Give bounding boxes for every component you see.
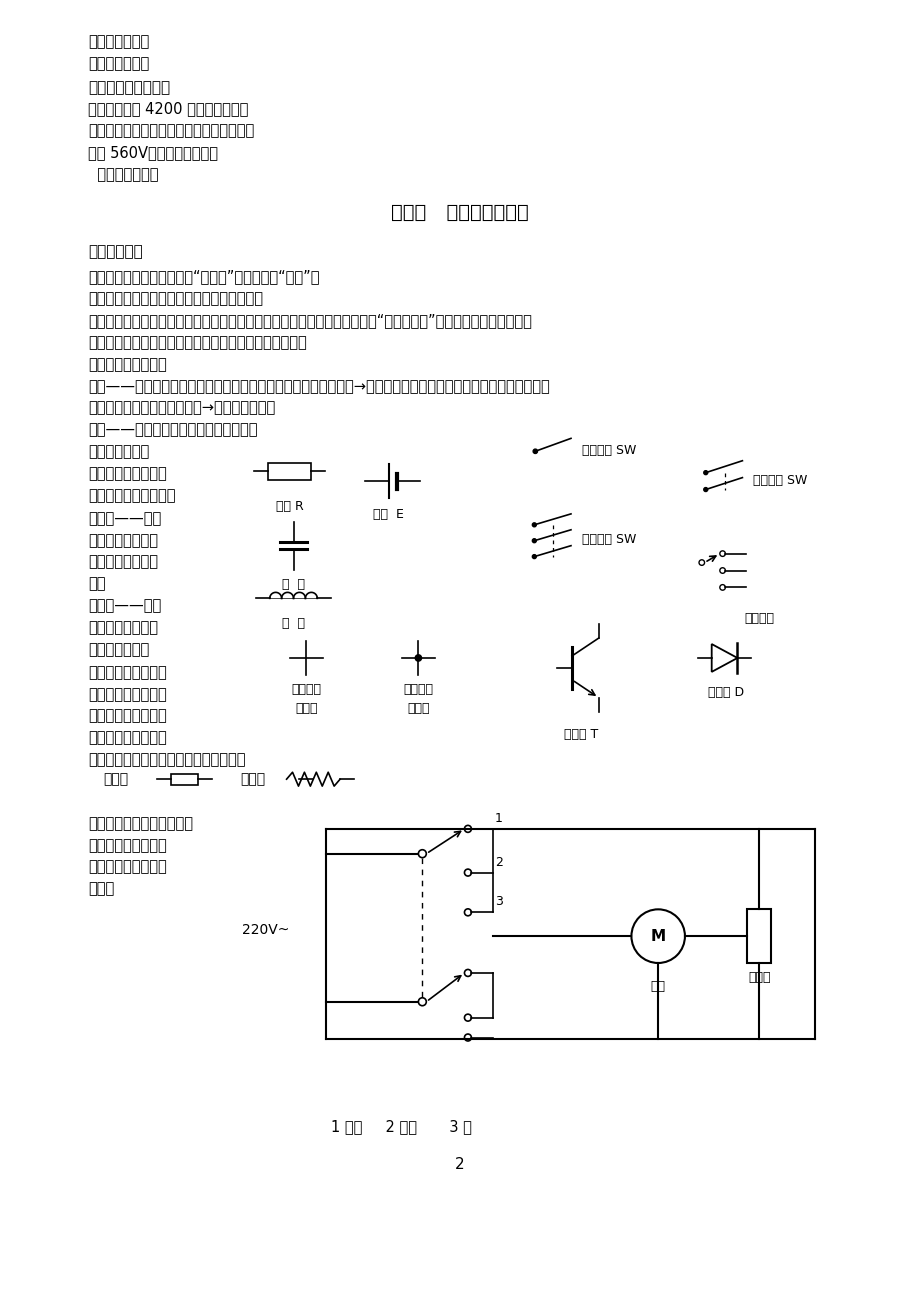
Text: 3: 3 — [494, 896, 502, 909]
Text: 负载如照明灯、电动机（电能→光能、机械能）: 负载如照明灯、电动机（电能→光能、机械能） — [88, 401, 276, 415]
Text: 电子元器件连接而: 电子元器件连接而 — [88, 533, 158, 548]
Circle shape — [464, 825, 471, 832]
Text: 电路图例子：电吹风: 电路图例子：电吹风 — [88, 837, 167, 853]
Circle shape — [532, 523, 536, 527]
Text: 集成电路、开关、变: 集成电路、开关、变 — [88, 730, 167, 746]
Circle shape — [414, 655, 421, 661]
Circle shape — [418, 997, 425, 1005]
Text: 国内：: 国内： — [103, 772, 129, 786]
Text: 三极管 T: 三极管 T — [563, 728, 597, 741]
Text: 选择开关: 选择开关 — [743, 612, 774, 625]
Text: 导线交叉: 导线交叉 — [403, 682, 433, 695]
Text: 电热丝: 电热丝 — [747, 971, 770, 984]
Circle shape — [703, 487, 707, 492]
Text: 国外：: 国外： — [240, 772, 265, 786]
Circle shape — [464, 1034, 471, 1042]
Text: 电容、电感、二三极: 电容、电感、二三极 — [88, 708, 167, 724]
Text: 电阔 R: 电阔 R — [276, 500, 303, 513]
Text: 马达: 马达 — [650, 980, 665, 993]
Text: 2: 2 — [455, 1156, 464, 1172]
Text: 理图，由电路元器: 理图，由电路元器 — [88, 620, 158, 635]
Text: 家电使用寿命。: 家电使用寿命。 — [88, 167, 159, 182]
Text: 不良。: 不良。 — [88, 881, 115, 897]
Text: 图形符号、文字符号: 图形符号、文字符号 — [88, 665, 167, 680]
Text: 维修家电常常要找资料，找“电路图”。那什么是“电路”？: 维修家电常常要找资料，找“电路图”。那什么是“电路”？ — [88, 270, 320, 284]
Text: 220V~: 220V~ — [242, 923, 289, 937]
Text: 1 热风     2 冷风       3 关: 1 热风 2 冷风 3 关 — [331, 1118, 471, 1134]
Text: 电路的作用有两类。: 电路的作用有两类。 — [88, 357, 167, 372]
Circle shape — [719, 551, 724, 556]
Bar — [746, 909, 770, 963]
Text: 1: 1 — [494, 812, 502, 825]
Text: 双刀开关 SW: 双刀开关 SW — [753, 474, 807, 487]
Text: 相连接: 相连接 — [407, 702, 429, 715]
Text: 有国家标准，电阔、: 有国家标准，电阔、 — [88, 686, 167, 702]
Text: 电  容: 电 容 — [282, 578, 305, 591]
Circle shape — [532, 555, 536, 559]
Text: M: M — [650, 928, 665, 944]
Text: 件符号画成的。: 件符号画成的。 — [88, 642, 150, 658]
Text: 道路上各种穿盖: 道路上各种穿盖 — [88, 444, 150, 460]
Text: 楚。: 楚。 — [88, 577, 106, 591]
Text: 导线交叉: 导线交叉 — [291, 682, 321, 695]
Text: 不连接: 不连接 — [295, 702, 317, 715]
Text: 金字塔中发现 4200 年前的电视机。: 金字塔中发现 4200 年前的电视机。 — [88, 102, 248, 117]
Circle shape — [719, 568, 724, 573]
Text: 电）、弱电、电信等。: 电）、弱电、电信等。 — [88, 488, 176, 503]
Circle shape — [464, 870, 471, 876]
Text: 单刀开关 SW: 单刀开关 SW — [581, 444, 636, 457]
Text: 电  感: 电 感 — [282, 617, 305, 630]
Text: 电子遥控黑秤。: 电子遥控黑秤。 — [88, 34, 150, 49]
Circle shape — [418, 850, 425, 858]
Circle shape — [532, 449, 537, 453]
Text: 二极管 D: 二极管 D — [707, 686, 743, 699]
Text: 电路图——电原: 电路图——电原 — [88, 599, 162, 613]
Text: 由：电源、导线、负载组成。复杂电路中间环节很复杂。: 由：电源、导线、负载组成。复杂电路中间环节很复杂。 — [88, 335, 307, 350]
Text: 耐电奇人，触火线无感觉，是特异功能吗？: 耐电奇人，触火线无感觉，是特异功能吗？ — [88, 124, 255, 138]
Circle shape — [719, 585, 724, 590]
Text: 强电——起电能的传输和转换作用。例，供电电路。发电（机械能→电能），变压器升压，电能输送，变压器降压，: 强电——起电能的传输和转换作用。例，供电电路。发电（机械能→电能），变压器升压，… — [88, 379, 550, 393]
Text: 电路由三部分组成：电源（信号源）、中间环节、负载。中间环节也有说成“导线、开关”的、不全正确。简单电路: 电路由三部分组成：电源（信号源）、中间环节、负载。中间环节也有说成“导线、开关”… — [88, 314, 532, 328]
Bar — [267, 462, 311, 479]
Text: 三刀开关 SW: 三刀开关 SW — [581, 534, 636, 547]
Text: 考试作彊工具。: 考试作彊工具。 — [88, 56, 150, 70]
Text: 电源  E: 电源 E — [373, 508, 403, 521]
Bar — [170, 773, 199, 785]
Text: 耐电 560V，申请基尼斯记录: 耐电 560V，申请基尼斯记录 — [88, 146, 218, 160]
Circle shape — [703, 470, 707, 475]
Text: 2: 2 — [494, 855, 502, 868]
Text: 实物图——实际: 实物图——实际 — [88, 510, 162, 526]
Circle shape — [464, 909, 471, 915]
Text: 电路的定义，电流的通路，电流流经的路径。: 电路的定义，电流的通路，电流流经的路径。 — [88, 292, 263, 306]
Text: 常见故障，开关接触: 常见故障，开关接触 — [88, 859, 167, 875]
Circle shape — [532, 539, 536, 543]
Text: 六、家电奇闻及其他: 六、家电奇闻及其他 — [88, 79, 170, 95]
Text: 弱电——起信号的传递和处理作用。例，: 弱电——起信号的传递和处理作用。例， — [88, 422, 257, 437]
Circle shape — [464, 1014, 471, 1021]
Text: 第二章   电工学基本知识: 第二章 电工学基本知识 — [391, 203, 528, 221]
Text: 成，复杂时看不清: 成，复杂时看不清 — [88, 555, 158, 569]
Circle shape — [464, 970, 471, 976]
Circle shape — [698, 560, 704, 565]
Text: 图形符号、文字符号举例。: 图形符号、文字符号举例。 — [88, 816, 193, 831]
Text: 压器等符号；中、外符号不同。例：电阔: 压器等符号；中、外符号不同。例：电阔 — [88, 753, 245, 767]
Text: 上的标记。电力（强: 上的标记。电力（强 — [88, 466, 167, 482]
Text: 一．电路概念: 一．电路概念 — [88, 245, 143, 259]
